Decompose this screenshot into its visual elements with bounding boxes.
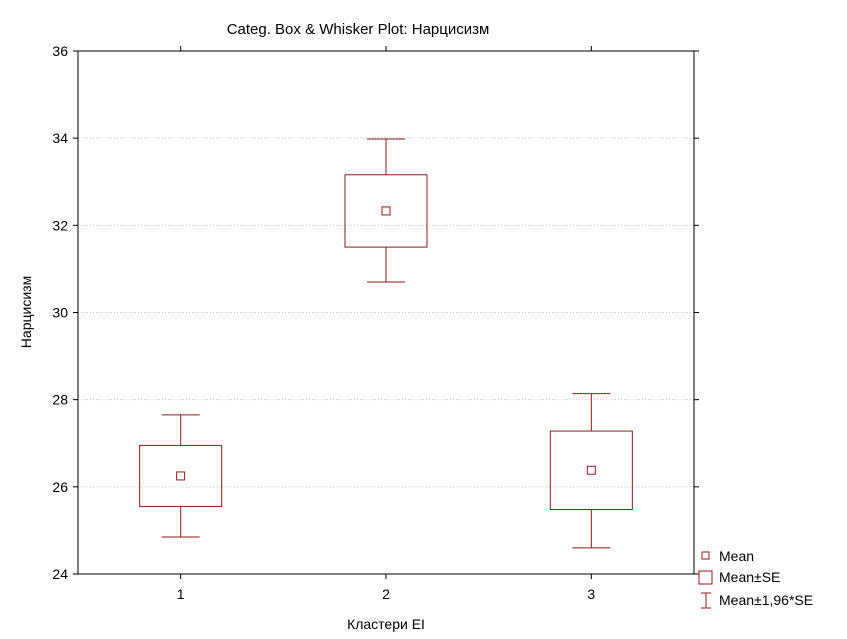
- y-tick-label: 32: [52, 217, 68, 233]
- box-marks: [139, 138, 633, 549]
- x-axis-ticks: 1 2 3: [177, 46, 595, 602]
- se-box: [344, 174, 428, 248]
- y-axis-label: Нарцисизм: [18, 276, 34, 348]
- box-group-1: [139, 414, 223, 538]
- chart-title: Categ. Box & Whisker Plot: Нарцисизм: [227, 21, 490, 38]
- mean-marker: [176, 471, 186, 481]
- box-group-3: [549, 393, 633, 549]
- box-group-2: [344, 138, 428, 283]
- y-tick-label: 26: [52, 479, 68, 495]
- se-box: [549, 430, 633, 510]
- se-box: [139, 444, 223, 507]
- legend-label-mean: Mean: [719, 548, 754, 564]
- mean-marker: [586, 465, 596, 475]
- x-tick-label: 1: [177, 586, 185, 602]
- legend-mean-icon: [701, 551, 710, 560]
- y-axis-ticks: 24 26 28 30 32 34 36: [52, 43, 699, 582]
- legend-se-box-icon: [698, 570, 713, 585]
- y-tick-label: 36: [52, 43, 68, 59]
- mean-marker: [381, 206, 391, 216]
- y-tick-label: 34: [52, 130, 68, 146]
- y-tick-label: 28: [52, 392, 68, 408]
- x-axis-label: Кластери EI: [347, 616, 425, 632]
- x-tick-label: 3: [587, 586, 595, 602]
- legend-ci-whisker-icon: [701, 592, 711, 609]
- legend-label-ci: Mean±1,96*SE: [719, 592, 813, 608]
- legend-label-se: Mean±SE: [719, 569, 780, 585]
- x-tick-label: 2: [382, 586, 390, 602]
- y-tick-label: 24: [52, 566, 68, 582]
- legend: Mean Mean±SE Mean±1,96*SE: [698, 548, 813, 609]
- y-tick-label: 30: [52, 305, 68, 321]
